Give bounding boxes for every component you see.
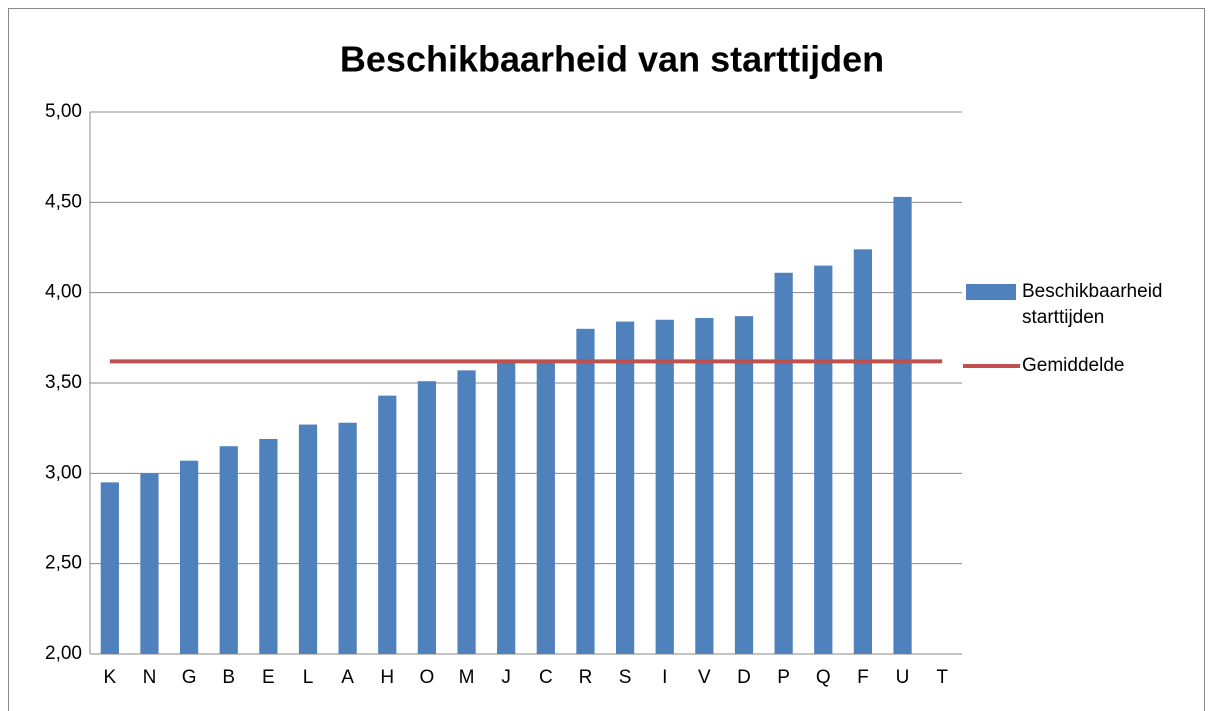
bar bbox=[457, 370, 476, 654]
x-tick-label: H bbox=[380, 667, 394, 688]
x-tick-label: T bbox=[936, 667, 948, 688]
chart-title: Beschikbaarheid van starttijden bbox=[340, 39, 884, 80]
bar bbox=[259, 439, 278, 654]
x-tick-label: I bbox=[662, 667, 667, 688]
y-tick-label: 3,00 bbox=[45, 462, 82, 483]
bar bbox=[734, 316, 754, 654]
y-tick-label: 4,00 bbox=[45, 282, 82, 303]
bar bbox=[655, 319, 674, 654]
bar bbox=[338, 422, 357, 654]
legend-swatch bbox=[966, 284, 1016, 300]
x-tick-label: E bbox=[262, 667, 275, 688]
x-tick-label: O bbox=[420, 667, 435, 688]
x-tick-label: U bbox=[896, 667, 910, 688]
x-tick-label: Q bbox=[816, 667, 831, 688]
x-tick-label: N bbox=[143, 667, 157, 688]
bar bbox=[893, 196, 912, 654]
x-tick-label: K bbox=[103, 667, 116, 688]
x-tick-label: A bbox=[341, 667, 354, 688]
y-tick-label: 2,00 bbox=[45, 643, 82, 664]
bar bbox=[497, 361, 516, 654]
x-tick-label: D bbox=[737, 667, 751, 688]
bar bbox=[100, 482, 119, 654]
bar bbox=[179, 460, 199, 654]
x-tick-label: B bbox=[222, 667, 235, 688]
legend-entry: Beschikbaarheid starttijden bbox=[1022, 281, 1163, 328]
x-tick-label: M bbox=[459, 667, 475, 688]
x-tick-label: P bbox=[777, 667, 790, 688]
y-tick-label: 2,50 bbox=[45, 553, 82, 574]
y-tick-label: 4,50 bbox=[45, 191, 82, 212]
x-tick-label: J bbox=[501, 667, 511, 688]
x-tick-label: R bbox=[579, 667, 593, 688]
bar bbox=[140, 473, 159, 654]
bar bbox=[774, 272, 793, 654]
bar bbox=[378, 395, 397, 654]
bar bbox=[576, 328, 595, 654]
bar bbox=[417, 381, 437, 654]
bar bbox=[298, 424, 318, 654]
bar bbox=[219, 446, 238, 654]
x-tick-label: L bbox=[303, 667, 314, 688]
x-tick-label: F bbox=[857, 667, 869, 688]
bar bbox=[615, 321, 635, 654]
legend-entry: Gemiddelde bbox=[1022, 355, 1125, 376]
bar bbox=[814, 265, 833, 654]
bar bbox=[853, 249, 873, 654]
y-tick-label: 5,00 bbox=[45, 101, 82, 122]
x-tick-label: S bbox=[619, 667, 632, 688]
bar bbox=[695, 317, 714, 654]
x-tick-label: V bbox=[698, 667, 711, 688]
bar bbox=[536, 361, 555, 654]
y-tick-label: 3,50 bbox=[45, 372, 82, 393]
x-tick-label: G bbox=[182, 667, 197, 688]
x-tick-label: C bbox=[539, 667, 553, 688]
